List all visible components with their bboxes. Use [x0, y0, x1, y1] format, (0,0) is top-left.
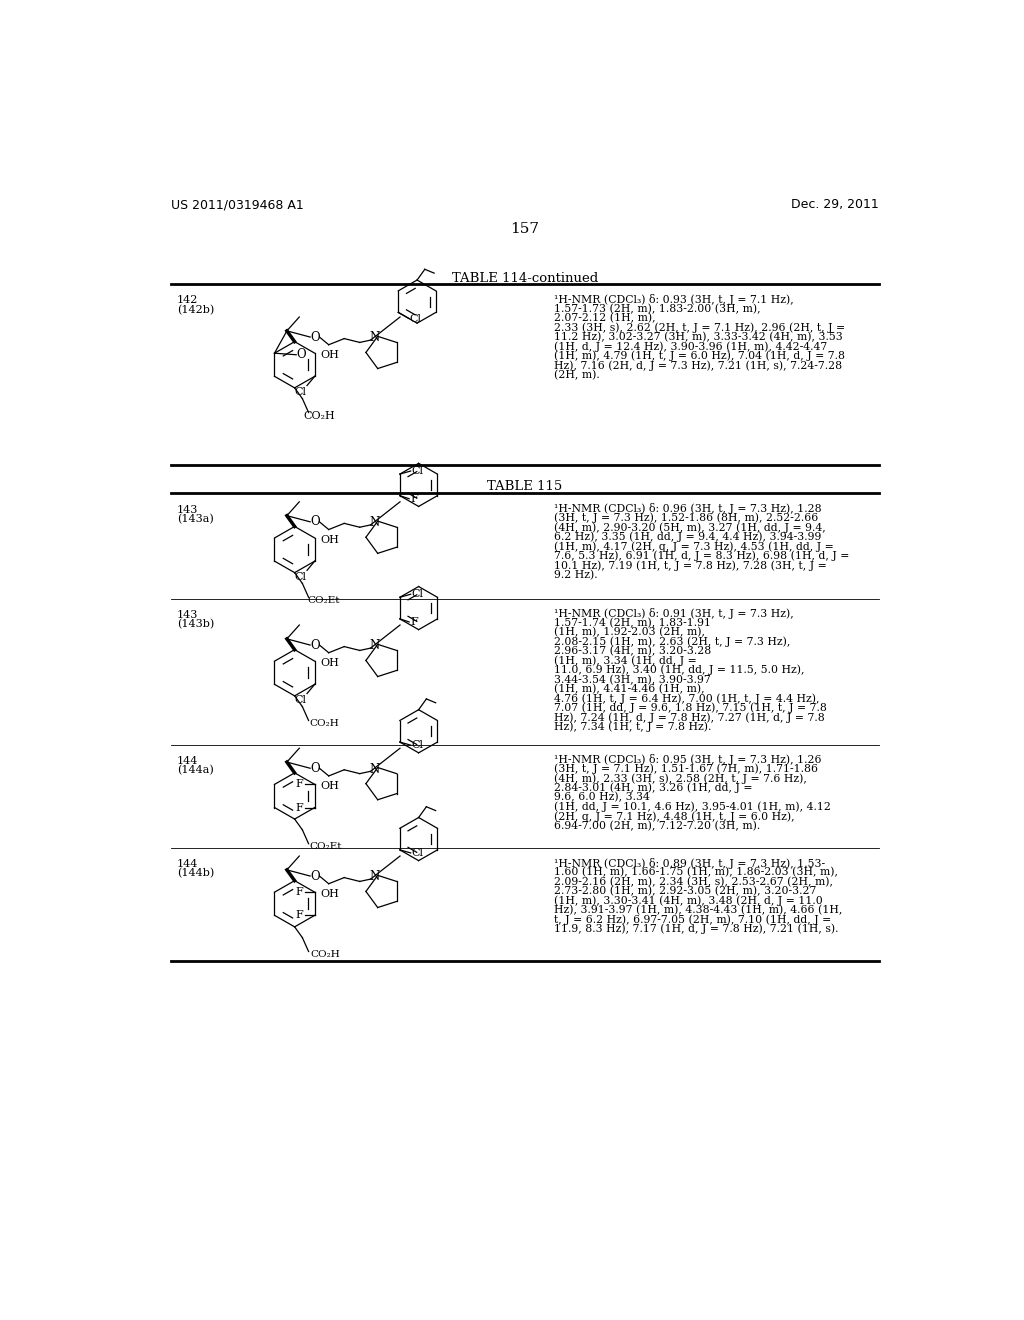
Text: 143: 143: [177, 506, 199, 515]
Text: (1H, m), 1.92-2.03 (2H, m),: (1H, m), 1.92-2.03 (2H, m),: [554, 627, 706, 638]
Text: 143: 143: [177, 610, 199, 619]
Text: Cl: Cl: [411, 466, 423, 477]
Text: F: F: [295, 911, 303, 920]
Text: (2H, m).: (2H, m).: [554, 370, 600, 380]
Text: 4.76 (1H, t, J = 6.4 Hz), 7.00 (1H, t, J = 4.4 Hz),: 4.76 (1H, t, J = 6.4 Hz), 7.00 (1H, t, J…: [554, 693, 820, 704]
Text: Hz), 7.16 (2H, d, J = 7.3 Hz), 7.21 (1H, s), 7.24-7.28: Hz), 7.16 (2H, d, J = 7.3 Hz), 7.21 (1H,…: [554, 360, 843, 371]
Text: (1H, m), 4.17 (2H, q, J = 7.3 Hz), 4.53 (1H, dd, J =: (1H, m), 4.17 (2H, q, J = 7.3 Hz), 4.53 …: [554, 541, 834, 552]
Text: 2.33 (3H, s), 2.62 (2H, t, J = 7.1 Hz), 2.96 (2H, t, J =: 2.33 (3H, s), 2.62 (2H, t, J = 7.1 Hz), …: [554, 322, 846, 333]
Text: TABLE 114-continued: TABLE 114-continued: [452, 272, 598, 285]
Text: 2.09-2.16 (2H, m), 2.34 (3H, s), 2.53-2.67 (2H, m),: 2.09-2.16 (2H, m), 2.34 (3H, s), 2.53-2.…: [554, 876, 834, 887]
Text: Cl: Cl: [411, 741, 423, 750]
Text: 1.57-1.74 (2H, m), 1.83-1.91: 1.57-1.74 (2H, m), 1.83-1.91: [554, 618, 712, 628]
Text: Cl: Cl: [411, 589, 423, 599]
Text: O: O: [310, 515, 321, 528]
Text: 2.84-3.01 (4H, m), 3.26 (1H, dd, J =: 2.84-3.01 (4H, m), 3.26 (1H, dd, J =: [554, 783, 753, 793]
Text: Hz), 7.34 (1H, t, J = 7.8 Hz).: Hz), 7.34 (1H, t, J = 7.8 Hz).: [554, 722, 712, 733]
Text: O: O: [310, 639, 321, 652]
Text: ¹H-NMR (CDCl₃) δ: 0.91 (3H, t, J = 7.3 Hz),: ¹H-NMR (CDCl₃) δ: 0.91 (3H, t, J = 7.3 H…: [554, 609, 794, 619]
Text: Cl: Cl: [295, 387, 307, 397]
Text: (143a): (143a): [177, 515, 214, 524]
Text: (142b): (142b): [177, 305, 214, 315]
Text: F: F: [411, 616, 419, 627]
Text: (4H, m), 2.33 (3H, s), 2.58 (2H, t, J = 7.6 Hz),: (4H, m), 2.33 (3H, s), 2.58 (2H, t, J = …: [554, 774, 807, 784]
Text: N: N: [370, 516, 380, 529]
Text: 2.96-3.17 (4H, m), 3.20-3.28: 2.96-3.17 (4H, m), 3.20-3.28: [554, 645, 712, 656]
Text: F: F: [295, 779, 303, 789]
Text: (1H, m), 3.34 (1H, dd, J =: (1H, m), 3.34 (1H, dd, J =: [554, 656, 697, 667]
Text: OH: OH: [321, 535, 340, 545]
Text: Cl: Cl: [410, 314, 421, 323]
Text: O: O: [296, 348, 305, 362]
Text: CO₂H: CO₂H: [309, 719, 339, 729]
Text: (144a): (144a): [177, 766, 214, 775]
Text: TABLE 115: TABLE 115: [487, 480, 562, 494]
Text: CO₂H: CO₂H: [303, 411, 335, 421]
Text: N: N: [370, 639, 380, 652]
Text: 9.2 Hz).: 9.2 Hz).: [554, 570, 598, 579]
Text: F: F: [295, 887, 303, 898]
Text: CO₂Et: CO₂Et: [309, 842, 342, 851]
Text: OH: OH: [321, 657, 340, 668]
Text: 7.07 (1H, dd, J = 9.6, 1.8 Hz), 7.15 (1H, t, J = 7.8: 7.07 (1H, dd, J = 9.6, 1.8 Hz), 7.15 (1H…: [554, 702, 827, 713]
Text: Cl: Cl: [295, 572, 307, 582]
Text: 144: 144: [177, 859, 199, 869]
Text: (1H, d, J = 12.4 Hz), 3.90-3.96 (1H, m), 4.42-4.47: (1H, d, J = 12.4 Hz), 3.90-3.96 (1H, m),…: [554, 342, 827, 352]
Text: 10.1 Hz), 7.19 (1H, t, J = 7.8 Hz), 7.28 (3H, t, J =: 10.1 Hz), 7.19 (1H, t, J = 7.8 Hz), 7.28…: [554, 560, 827, 570]
Text: (1H, dd, J = 10.1, 4.6 Hz), 3.95-4.01 (1H, m), 4.12: (1H, dd, J = 10.1, 4.6 Hz), 3.95-4.01 (1…: [554, 801, 831, 812]
Text: (143b): (143b): [177, 619, 214, 630]
Text: 1.57-1.73 (2H, m), 1.83-2.00 (3H, m),: 1.57-1.73 (2H, m), 1.83-2.00 (3H, m),: [554, 304, 761, 314]
Text: 6.94-7.00 (2H, m), 7.12-7.20 (3H, m).: 6.94-7.00 (2H, m), 7.12-7.20 (3H, m).: [554, 821, 761, 832]
Text: (144b): (144b): [177, 869, 214, 879]
Text: Hz), 3.91-3.97 (1H, m), 4.38-4.43 (1H, m), 4.66 (1H,: Hz), 3.91-3.97 (1H, m), 4.38-4.43 (1H, m…: [554, 906, 843, 915]
Text: 11.9, 8.3 Hz), 7.17 (1H, d, J = 7.8 Hz), 7.21 (1H, s).: 11.9, 8.3 Hz), 7.17 (1H, d, J = 7.8 Hz),…: [554, 924, 839, 935]
Text: ¹H-NMR (CDCl₃) δ: 0.96 (3H, t, J = 7.3 Hz), 1.28: ¹H-NMR (CDCl₃) δ: 0.96 (3H, t, J = 7.3 H…: [554, 503, 822, 515]
Text: N: N: [370, 763, 380, 776]
Text: OH: OH: [321, 781, 340, 791]
Text: Hz), 7.24 (1H, d, J = 7.8 Hz), 7.27 (1H, d, J = 7.8: Hz), 7.24 (1H, d, J = 7.8 Hz), 7.27 (1H,…: [554, 713, 825, 723]
Text: (1H, m), 4.41-4.46 (1H, m),: (1H, m), 4.41-4.46 (1H, m),: [554, 684, 705, 694]
Text: F: F: [411, 494, 419, 504]
Text: ¹H-NMR (CDCl₃) δ: 0.95 (3H, t, J = 7.3 Hz), 1.26: ¹H-NMR (CDCl₃) δ: 0.95 (3H, t, J = 7.3 H…: [554, 755, 821, 766]
Text: CO₂H: CO₂H: [310, 950, 341, 960]
Text: OH: OH: [321, 350, 340, 360]
Text: O: O: [310, 330, 321, 343]
Text: OH: OH: [321, 888, 340, 899]
Text: 7.6, 5.3 Hz), 6.91 (1H, d, J = 8.3 Hz), 6.98 (1H, d, J =: 7.6, 5.3 Hz), 6.91 (1H, d, J = 8.3 Hz), …: [554, 550, 850, 561]
Text: 2.07-2.12 (1H, m),: 2.07-2.12 (1H, m),: [554, 313, 656, 323]
Text: ¹H-NMR (CDCl₃) δ: 0.89 (3H, t, J = 7.3 Hz), 1.53-: ¹H-NMR (CDCl₃) δ: 0.89 (3H, t, J = 7.3 H…: [554, 858, 825, 869]
Text: 157: 157: [510, 222, 540, 235]
Text: (2H, q, J = 7.1 Hz), 4.48 (1H, t, J = 6.0 Hz),: (2H, q, J = 7.1 Hz), 4.48 (1H, t, J = 6.…: [554, 812, 795, 822]
Text: 3.44-3.54 (3H, m), 3.90-3.97: 3.44-3.54 (3H, m), 3.90-3.97: [554, 675, 711, 685]
Text: 9.6, 6.0 Hz), 3.34: 9.6, 6.0 Hz), 3.34: [554, 792, 650, 803]
Text: 2.73-2.80 (1H, m), 2.92-3.05 (2H, m), 3.20-3.27: 2.73-2.80 (1H, m), 2.92-3.05 (2H, m), 3.…: [554, 886, 816, 896]
Text: t, J = 6.2 Hz), 6.97-7.05 (2H, m), 7.10 (1H, dd, J =: t, J = 6.2 Hz), 6.97-7.05 (2H, m), 7.10 …: [554, 915, 831, 925]
Text: Cl: Cl: [411, 847, 423, 858]
Text: 142: 142: [177, 296, 199, 305]
Text: 2.08-2.15 (1H, m), 2.63 (2H, t, J = 7.3 Hz),: 2.08-2.15 (1H, m), 2.63 (2H, t, J = 7.3 …: [554, 636, 791, 647]
Text: (3H, t, J = 7.3 Hz), 1.52-1.86 (8H, m), 2.52-2.66: (3H, t, J = 7.3 Hz), 1.52-1.86 (8H, m), …: [554, 513, 818, 524]
Text: N: N: [370, 331, 380, 345]
Text: 11.2 Hz), 3.02-3.27 (3H, m), 3.33-3.42 (4H, m), 3.53: 11.2 Hz), 3.02-3.27 (3H, m), 3.33-3.42 (…: [554, 331, 843, 342]
Text: (3H, t, J = 7.1 Hz), 1.51-1.67 (7H, m), 1.71-1.86: (3H, t, J = 7.1 Hz), 1.51-1.67 (7H, m), …: [554, 764, 818, 775]
Text: O: O: [310, 762, 321, 775]
Text: (1H, m), 4.79 (1H, t, J = 6.0 Hz), 7.04 (1H, d, J = 7.8: (1H, m), 4.79 (1H, t, J = 6.0 Hz), 7.04 …: [554, 351, 845, 362]
Text: 1.60 (1H, m), 1.66-1.75 (1H, m), 1.86-2.03 (3H, m),: 1.60 (1H, m), 1.66-1.75 (1H, m), 1.86-2.…: [554, 867, 839, 878]
Text: Dec. 29, 2011: Dec. 29, 2011: [792, 198, 879, 211]
Text: US 2011/0319468 A1: US 2011/0319468 A1: [171, 198, 303, 211]
Text: CO₂Et: CO₂Et: [308, 595, 340, 605]
Text: 11.0, 6.9 Hz), 3.40 (1H, dd, J = 11.5, 5.0 Hz),: 11.0, 6.9 Hz), 3.40 (1H, dd, J = 11.5, 5…: [554, 665, 805, 676]
Text: N: N: [370, 870, 380, 883]
Text: Cl: Cl: [295, 694, 307, 705]
Text: O: O: [310, 870, 321, 883]
Text: (1H, m), 3.30-3.41 (4H, m), 3.48 (2H, d, J = 11.0: (1H, m), 3.30-3.41 (4H, m), 3.48 (2H, d,…: [554, 895, 823, 906]
Text: 6.2 Hz), 3.35 (1H, dd, J = 9.4, 4.4 Hz), 3.94-3.99: 6.2 Hz), 3.35 (1H, dd, J = 9.4, 4.4 Hz),…: [554, 532, 821, 543]
Text: ¹H-NMR (CDCl₃) δ: 0.93 (3H, t, J = 7.1 Hz),: ¹H-NMR (CDCl₃) δ: 0.93 (3H, t, J = 7.1 H…: [554, 294, 794, 305]
Text: 144: 144: [177, 756, 199, 766]
Text: (4H, m), 2.90-3.20 (5H, m), 3.27 (1H, dd, J = 9.4,: (4H, m), 2.90-3.20 (5H, m), 3.27 (1H, dd…: [554, 523, 826, 533]
Text: F: F: [295, 803, 303, 813]
